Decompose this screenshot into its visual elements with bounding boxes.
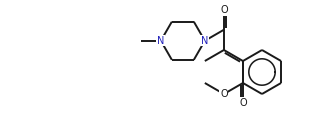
Text: N: N xyxy=(201,36,209,46)
Text: O: O xyxy=(220,5,228,15)
Text: O: O xyxy=(220,89,228,99)
Text: N: N xyxy=(157,36,164,46)
Text: O: O xyxy=(239,98,247,108)
